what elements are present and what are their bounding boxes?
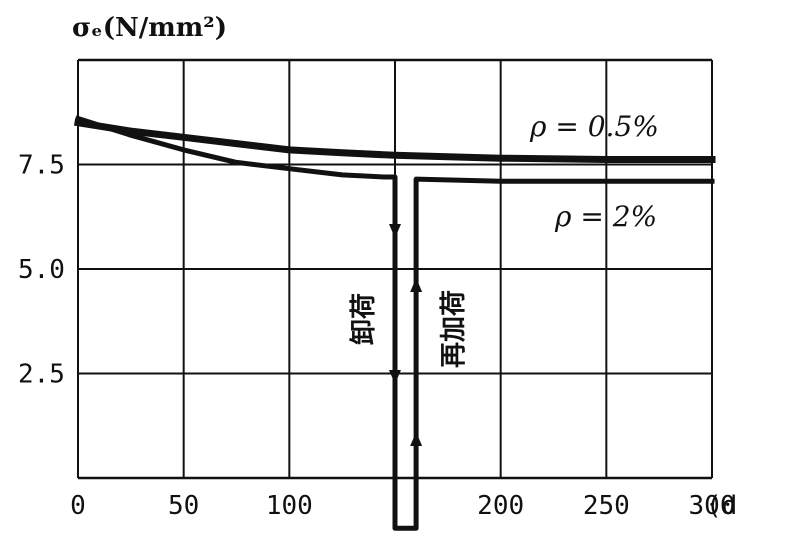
arrow-down xyxy=(389,370,401,384)
x-axis-label: (d xyxy=(706,491,737,521)
annotation-unload: 卸荷 xyxy=(348,293,379,345)
x-tick-label: 0 xyxy=(70,491,86,521)
y-tick-label: 7.5 xyxy=(18,151,65,181)
series-line-1 xyxy=(74,115,715,531)
series-group xyxy=(73,115,716,531)
y-axis-label: σₑ(N/mm²) xyxy=(72,13,227,43)
arrow-up xyxy=(410,432,423,446)
x-tick-label: 250 xyxy=(583,491,630,521)
y-tick-label: 5.0 xyxy=(18,255,65,285)
x-tick-label: 100 xyxy=(266,491,313,521)
legend-label-rho-2: ρ = 2% xyxy=(554,200,657,233)
arrow-down xyxy=(389,224,401,238)
annotation-reload: 再加荷 xyxy=(439,290,469,368)
y-ticks: 2.5 5.0 7.5 xyxy=(18,151,65,390)
y-tick-label: 2.5 xyxy=(18,360,65,390)
x-tick-label: 300 xyxy=(689,491,736,521)
x-tick-label: 200 xyxy=(477,491,524,521)
arrow-markers xyxy=(389,224,423,446)
arrow-up xyxy=(410,278,423,292)
legend-label-rho-0-5: ρ = 0.5% xyxy=(529,110,659,143)
x-ticks: 0 50 100 200 250 300 xyxy=(70,491,735,521)
x-tick-label: 50 xyxy=(168,491,199,521)
series-line-0 xyxy=(73,118,716,163)
